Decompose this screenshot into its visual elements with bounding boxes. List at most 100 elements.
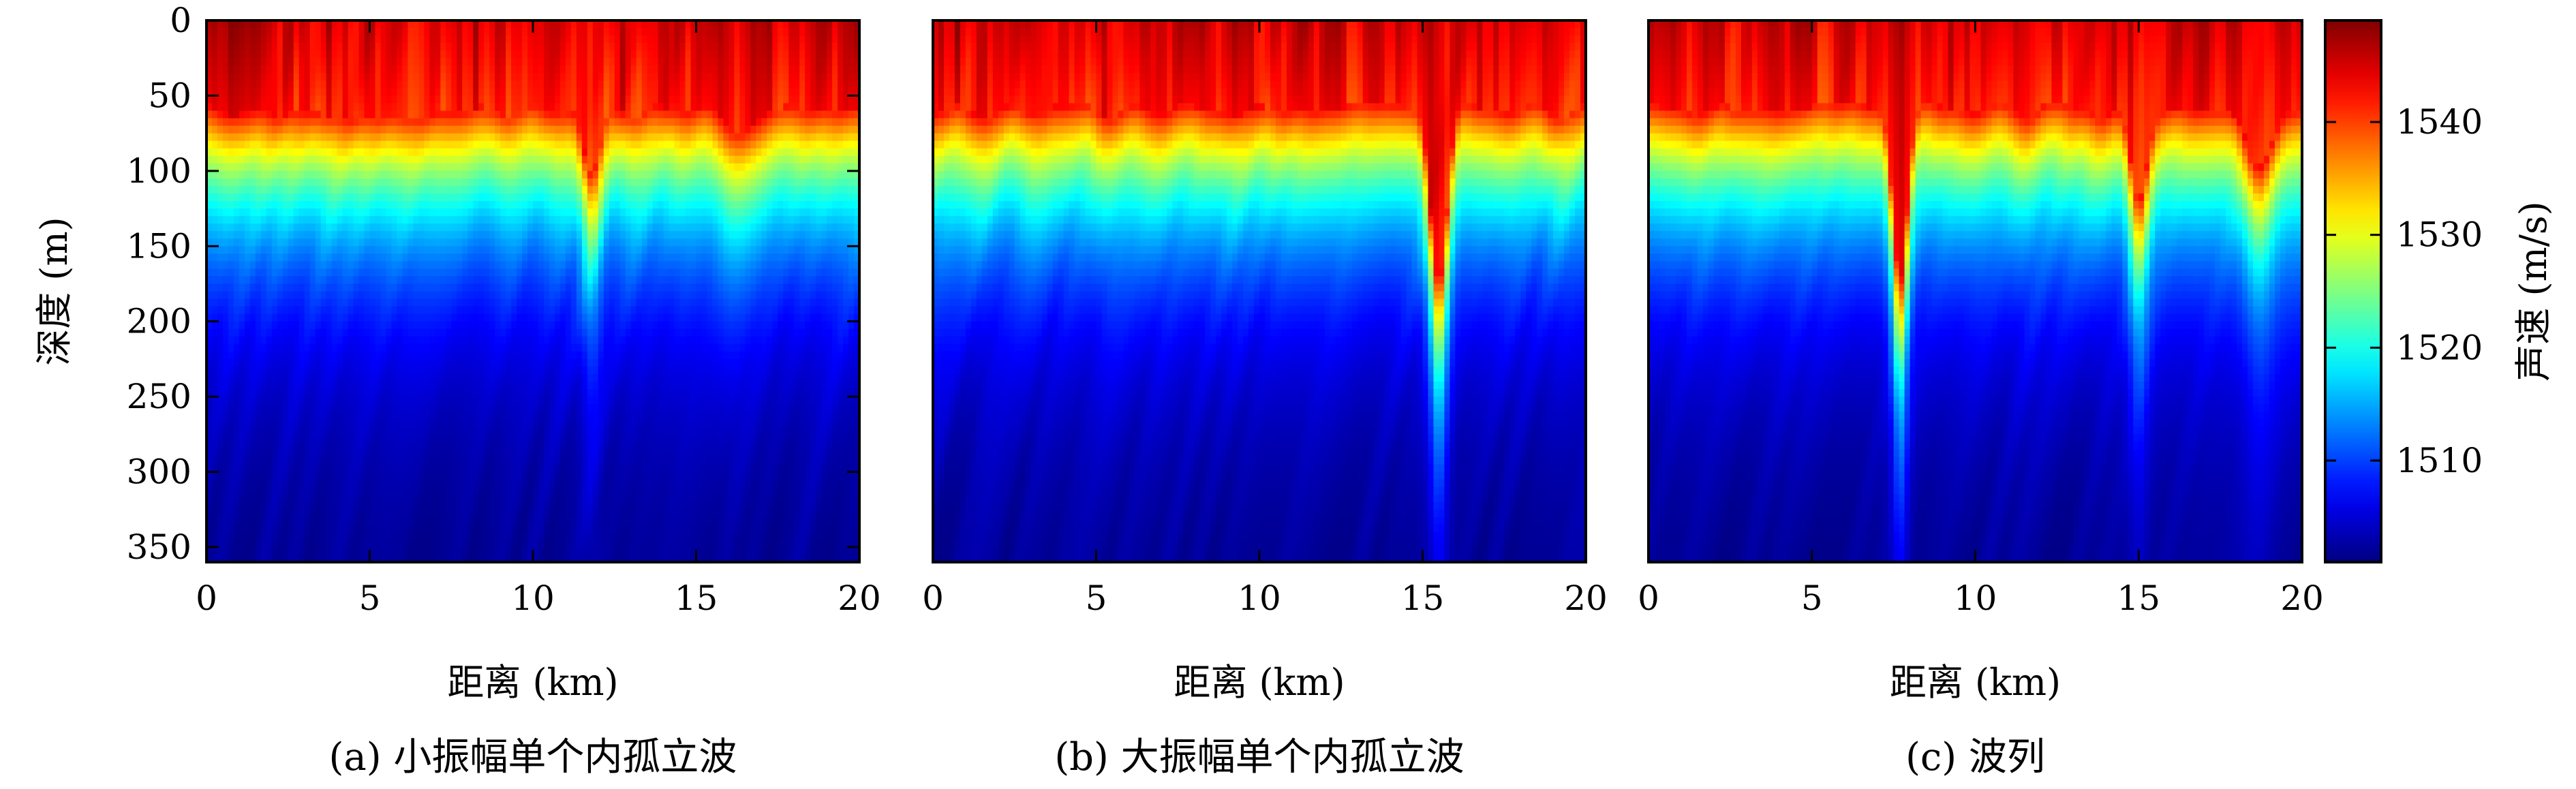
- heatmap-cell: [696, 95, 703, 104]
- heatmap-cell: [821, 65, 827, 74]
- heatmap-cell: [609, 35, 615, 44]
- heatmap-cell: [522, 88, 528, 96]
- heatmap-cell: [767, 50, 773, 59]
- heatmap-cell: [533, 73, 539, 81]
- heatmap-cell: [283, 43, 289, 51]
- heatmap-cell: [631, 43, 637, 51]
- heatmap-cell: [239, 88, 245, 96]
- heatmap-cell: [745, 73, 751, 81]
- heatmap-cell: [228, 88, 234, 96]
- heatmap-cell: [631, 95, 637, 104]
- heatmap-cell: [723, 73, 729, 81]
- heatmap-cell: [473, 88, 479, 96]
- heatmap-cell: [424, 73, 430, 81]
- heatmap-cell: [522, 35, 528, 44]
- heatmap-cell: [848, 95, 855, 104]
- heatmap-cell: [598, 65, 604, 74]
- heatmap-cell: [664, 95, 670, 104]
- heatmap-cell: [712, 50, 718, 59]
- heatmap-cell: [277, 43, 283, 51]
- heatmap-cell: [517, 65, 523, 74]
- heatmap-cell: [609, 28, 615, 36]
- heatmap-cell: [615, 35, 621, 44]
- heatmap-cell: [321, 43, 327, 51]
- heatmap-cell: [615, 80, 621, 89]
- heatmap-cell: [435, 50, 441, 59]
- heatmap-cell: [750, 65, 756, 74]
- heatmap-cell: [299, 88, 305, 96]
- heatmap-cell: [326, 103, 333, 111]
- heatmap-cell: [527, 43, 534, 51]
- heatmap-cell: [337, 103, 343, 111]
- heatmap-cell: [250, 103, 256, 111]
- heatmap-cell: [326, 88, 333, 96]
- heatmap-cell: [701, 50, 707, 59]
- heatmap-cell: [511, 95, 517, 104]
- heatmap-cell: [397, 80, 403, 89]
- heatmap-cell: [310, 43, 316, 51]
- heatmap-cell: [429, 65, 435, 74]
- heatmap-cell: [739, 28, 746, 36]
- heatmap-cell: [527, 73, 534, 81]
- heatmap-cell: [538, 35, 545, 44]
- heatmap-cell: [424, 43, 430, 51]
- heatmap-cell: [495, 95, 501, 104]
- heatmap-cell: [299, 95, 305, 104]
- heatmap-cell: [402, 95, 408, 104]
- heatmap-cell: [283, 50, 289, 59]
- heatmap-cell: [277, 58, 283, 66]
- heatmap-cell: [484, 50, 490, 59]
- heatmap-cell: [484, 58, 490, 66]
- heatmap-cell: [658, 103, 664, 111]
- heatmap-cell: [587, 58, 594, 66]
- heatmap-cell: [478, 103, 485, 111]
- heatmap-cell: [418, 58, 425, 66]
- heatmap-cell: [462, 50, 468, 59]
- heatmap-cell: [734, 43, 740, 51]
- heatmap-cell: [647, 58, 654, 66]
- heatmap-cell: [256, 73, 262, 81]
- heatmap-cell: [691, 35, 697, 44]
- heatmap-cell: [571, 103, 577, 111]
- heatmap-cell: [418, 103, 425, 111]
- heatmap-cell: [375, 58, 381, 66]
- heatmap-cell: [642, 50, 648, 59]
- heatmap-cell: [365, 35, 371, 44]
- heatmap-cell: [560, 43, 566, 51]
- heatmap-cell: [506, 65, 512, 74]
- heatmap-cell: [440, 58, 446, 66]
- heatmap-cell: [712, 95, 718, 104]
- heatmap-cell: [620, 80, 626, 89]
- heatmap-cell: [277, 65, 283, 74]
- heatmap-cell: [756, 50, 762, 59]
- heatmap-cell: [544, 35, 550, 44]
- heatmap-cell: [245, 88, 251, 96]
- heatmap-cell: [729, 28, 735, 36]
- heatmap-cell: [440, 50, 446, 59]
- heatmap-cell: [658, 43, 664, 51]
- heatmap-cell: [337, 35, 343, 44]
- heatmap-cell: [626, 58, 632, 66]
- heatmap-cell: [549, 28, 555, 36]
- heatmap-cell: [745, 95, 751, 104]
- heatmap-cell: [245, 73, 251, 81]
- heatmap-cell: [653, 28, 659, 36]
- heatmap-cell: [832, 43, 838, 51]
- heatmap-cell: [261, 88, 267, 96]
- heatmap-cell: [348, 95, 354, 104]
- heatmap-cell: [571, 95, 577, 104]
- heatmap-cell: [413, 65, 419, 74]
- heatmap-cell: [467, 95, 474, 104]
- heatmap-cell: [827, 35, 833, 44]
- heatmap-cell: [593, 80, 599, 89]
- heatmap-cell: [544, 43, 550, 51]
- heatmap-cell: [783, 88, 789, 96]
- heatmap-cell: [212, 103, 218, 111]
- heatmap-cell: [598, 50, 604, 59]
- heatmap-cell: [256, 88, 262, 96]
- heatmap-cell: [664, 43, 670, 51]
- heatmap-cell: [451, 73, 457, 81]
- heatmap-cell: [810, 65, 816, 74]
- heatmap-cell: [615, 65, 621, 74]
- heatmap-cell: [734, 28, 740, 36]
